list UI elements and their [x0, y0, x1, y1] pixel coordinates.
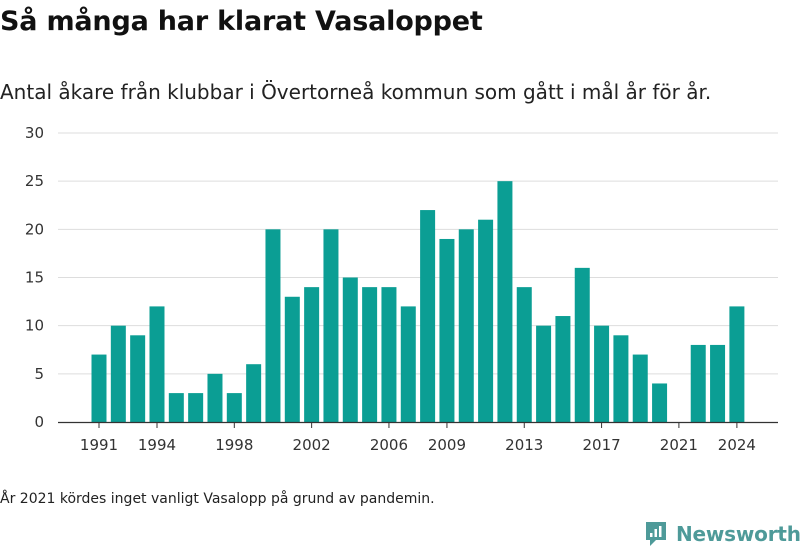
bar-1998: [226, 393, 242, 422]
bar-2012: [497, 181, 513, 422]
brand-logo: Newsworthy: [644, 520, 800, 548]
x-tick-label: 2013: [505, 436, 543, 454]
chart-title: Så många har klarat Vasaloppet: [0, 6, 483, 37]
bar-2010: [458, 229, 474, 422]
bar-2013: [516, 287, 532, 422]
bar-2022: [690, 344, 706, 422]
y-tick-label: 5: [34, 365, 44, 383]
bar-1996: [188, 393, 204, 422]
newsworthy-logo-icon: [646, 522, 666, 546]
bar-2008: [420, 210, 436, 422]
bar-chart: 0 5 10 15 20 25 30 1991 1994 1998 2002 2006 2009 2013…: [25, 124, 778, 454]
bar-1999: [246, 364, 262, 422]
bar-2023: [710, 344, 726, 422]
bar-1992: [110, 325, 126, 422]
bar-2018: [613, 335, 629, 422]
x-tick-label: 2017: [582, 436, 620, 454]
x-tick-label: 2021: [660, 436, 698, 454]
bar-2006: [381, 287, 397, 422]
x-tick-label: 2006: [370, 436, 408, 454]
bar-1997: [207, 373, 223, 422]
y-tick-label: 15: [25, 269, 44, 287]
bar-2007: [400, 306, 416, 422]
x-tick-label: 1991: [80, 436, 118, 454]
y-tick-label: 30: [25, 124, 44, 142]
bar-2001: [284, 296, 300, 422]
bar-1991: [91, 354, 107, 422]
bar-2017: [594, 325, 610, 422]
chart-subtitle: Antal åkare från klubbar i Övertorneå ko…: [0, 80, 712, 104]
bar-1995: [168, 393, 184, 422]
x-tick-label: 2024: [718, 436, 756, 454]
brand-name: Newsworthy: [676, 522, 800, 546]
bar-2004: [342, 277, 358, 422]
bar-2005: [362, 287, 378, 422]
bar-1994: [149, 306, 165, 422]
y-tick-label: 25: [25, 172, 44, 190]
bar-2016: [574, 267, 590, 422]
y-tick-label: 20: [25, 220, 44, 238]
x-tick-label: 2002: [293, 436, 331, 454]
bar-2015: [555, 316, 571, 422]
y-tick-label: 10: [25, 317, 44, 335]
bar-2009: [439, 238, 455, 422]
x-tick-label: 1994: [138, 436, 176, 454]
x-tick-label: 1998: [215, 436, 253, 454]
bar-2019: [632, 354, 648, 422]
bar-2024: [729, 306, 745, 422]
bar-2003: [323, 229, 339, 422]
bar-2020: [652, 383, 668, 422]
bar-1993: [130, 335, 146, 422]
bar-2011: [478, 219, 494, 422]
bar-2014: [536, 325, 552, 422]
bar-2000: [265, 229, 281, 422]
y-tick-label: 0: [34, 413, 44, 431]
footnote: År 2021 kördes inget vanligt Vasalopp på…: [0, 491, 435, 507]
bar-2002: [304, 287, 320, 422]
x-tick-label: 2009: [428, 436, 466, 454]
